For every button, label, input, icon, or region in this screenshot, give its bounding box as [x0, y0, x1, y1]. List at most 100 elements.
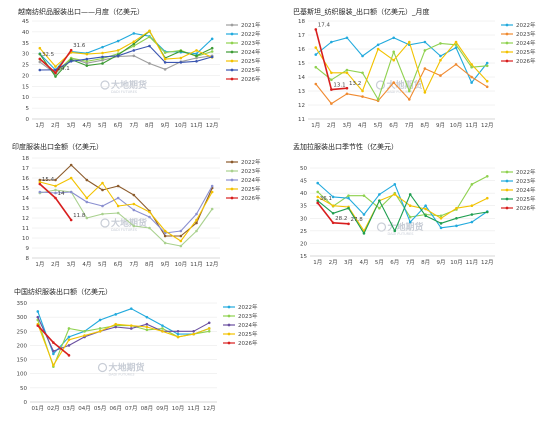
data-point: [195, 221, 198, 225]
data-point: [38, 178, 42, 182]
data-point: [116, 184, 120, 188]
data-point: [132, 49, 136, 52]
y-tick-label: 25: [22, 63, 29, 69]
legend-label: 2022年: [241, 158, 261, 166]
legend-label: 2024年: [241, 48, 261, 56]
y-tick-label: 0: [24, 400, 28, 406]
x-tick-label: 03月: [63, 405, 76, 412]
data-point: [67, 354, 71, 357]
data-point: [485, 210, 489, 214]
data-point: [161, 329, 164, 333]
data-point: [392, 58, 396, 62]
data-point: [207, 327, 211, 330]
data-point: [393, 229, 397, 233]
x-tick-label: 8月: [145, 122, 154, 129]
x-tick-label: 1月: [311, 122, 320, 129]
data-point: [485, 174, 489, 178]
data-point: [316, 199, 320, 202]
data-point: [38, 190, 42, 194]
y-tick-label: 16: [298, 47, 305, 53]
chart-title: 巴基斯坦_纺织服装_出口额（亿美元）_月度: [293, 7, 430, 16]
data-point: [132, 32, 136, 35]
data-point: [210, 46, 214, 50]
data-point: [54, 188, 57, 192]
y-tick-label: 8: [26, 256, 30, 262]
legend-marker: [227, 341, 231, 345]
legend-marker: [227, 314, 231, 318]
y-tick-label: 50: [20, 386, 27, 392]
x-tick-label: 10月: [450, 259, 463, 266]
y-tick-label: 11: [22, 226, 29, 232]
y-tick-label: 300: [17, 315, 28, 321]
data-point: [210, 190, 214, 194]
data-point: [455, 206, 458, 210]
data-point: [439, 214, 443, 218]
data-point: [98, 329, 102, 333]
data-point: [361, 54, 364, 58]
data-point: [69, 176, 73, 180]
series-line-2022年: [317, 175, 488, 218]
data-point: [392, 50, 396, 54]
legend-label: 2023年: [238, 312, 258, 320]
data-point: [454, 63, 458, 66]
data-point: [101, 188, 104, 192]
data-point: [148, 210, 151, 214]
legend-marker: [505, 59, 509, 63]
data-point: [38, 68, 42, 72]
x-tick-label: 11月: [190, 261, 203, 268]
x-tick-label: 9月: [437, 259, 446, 266]
watermark-subtext: DADI FUTURES: [388, 232, 415, 236]
y-tick-label: 50: [300, 166, 307, 172]
y-tick-label: 18: [298, 19, 305, 25]
y-tick-label: 12: [298, 103, 305, 109]
legend-marker: [227, 332, 231, 336]
series-line-2024年: [315, 42, 488, 100]
legend-marker: [505, 50, 509, 54]
y-tick-label: 20: [22, 73, 29, 79]
x-tick-label: 4月: [359, 259, 368, 266]
data-point: [101, 62, 104, 65]
data-point: [101, 212, 104, 216]
data-point: [314, 46, 318, 49]
y-tick-label: 200: [17, 343, 28, 349]
x-tick-label: 10月: [175, 122, 188, 129]
x-tick-label: 5月: [374, 122, 383, 129]
legend-label: 2026年: [241, 75, 261, 83]
data-point: [345, 36, 349, 40]
legend-label: 2022年: [241, 30, 261, 38]
data-point: [470, 220, 474, 224]
chart-title: 孟加拉服装出口季节性（亿美元）: [293, 142, 398, 151]
x-tick-label: 8月: [145, 261, 154, 268]
data-point: [423, 49, 427, 52]
data-point: [132, 40, 136, 43]
data-point: [439, 74, 442, 77]
data-point: [376, 43, 380, 47]
data-point: [439, 216, 443, 220]
watermark-logo-icon: [100, 80, 110, 90]
y-tick-label: 350: [17, 301, 28, 307]
data-point: [52, 349, 55, 353]
watermark-logo-icon: [100, 218, 110, 228]
x-tick-label: 09月: [156, 405, 169, 412]
series-line-2025年: [317, 193, 488, 234]
data-point: [101, 204, 104, 208]
series-line-2022年: [37, 308, 210, 355]
watermark-logo-icon: [376, 222, 387, 232]
data-point: [129, 307, 133, 310]
legend-marker: [505, 23, 509, 27]
x-tick-label: 11月: [187, 405, 200, 412]
data-point: [179, 56, 183, 60]
x-tick-label: 1月: [35, 122, 44, 129]
data-label: 14: [58, 191, 65, 197]
data-point: [439, 222, 443, 225]
data-point: [439, 54, 442, 58]
data-label: 32.5: [42, 52, 55, 58]
legend-marker: [230, 68, 234, 72]
x-tick-label: 2月: [51, 261, 60, 268]
x-tick-label: 3月: [342, 122, 351, 129]
legend-label: 2022年: [238, 303, 258, 311]
y-tick-label: 20: [300, 241, 307, 247]
y-tick-label: 11: [298, 117, 305, 123]
x-tick-label: 9月: [161, 122, 170, 129]
